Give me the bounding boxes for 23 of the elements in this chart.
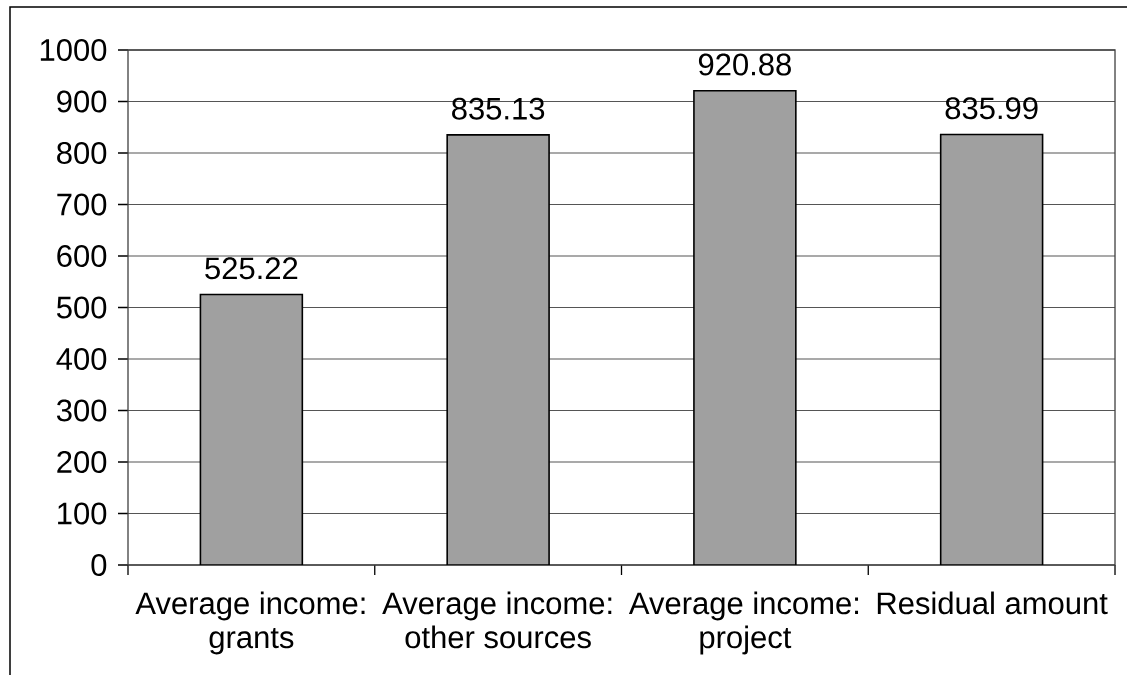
- bar: [199, 293, 304, 565]
- y-tick-label: 200: [57, 451, 107, 473]
- bar: [939, 133, 1044, 565]
- data-label: 835.99: [945, 97, 1038, 120]
- x-tick-label: Average income: grants: [135, 591, 365, 655]
- bar: [446, 134, 550, 565]
- y-tick-label: 900: [57, 90, 107, 113]
- x-tick-label: Average income: project: [628, 591, 859, 655]
- y-tick-label: 800: [57, 142, 107, 164]
- y-tick-label: 600: [57, 245, 107, 267]
- x-tick-label: Residual amount: [877, 591, 1108, 615]
- y-tick-label: 100: [58, 502, 107, 525]
- y-tick-label: 400: [56, 348, 107, 370]
- data-label: 920.88: [698, 53, 791, 76]
- y-tick-label: 0: [91, 554, 107, 576]
- y-tick-label: 300: [56, 399, 107, 422]
- y-tick-label: 700: [57, 193, 107, 216]
- bar: [693, 89, 797, 565]
- y-tick-label: 500: [56, 296, 107, 319]
- data-label: 525.22: [205, 257, 298, 280]
- data-label: 835.13: [452, 97, 545, 120]
- x-tick-label: Average income: other sources: [382, 591, 612, 649]
- y-tick-label: 1000: [40, 39, 107, 61]
